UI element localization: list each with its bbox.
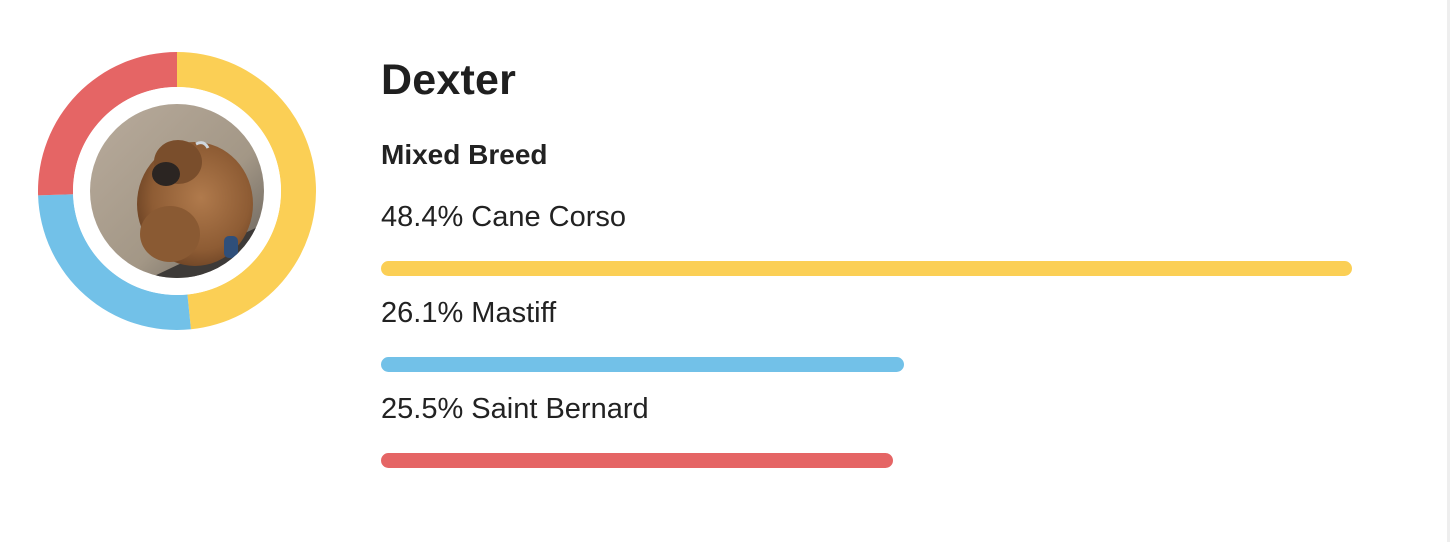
breed-row-saint-bernard: 25.5% Saint Bernard: [381, 391, 1371, 468]
breed-label: 26.1% Mastiff: [381, 297, 557, 329]
dog-photo: [90, 104, 264, 278]
breed-donut-chart: [38, 52, 316, 330]
breed-row-cane-corso: 48.4% Cane Corso: [381, 199, 1371, 276]
donut-slice-mastiff: [38, 194, 191, 330]
breed-bar-saint-bernard: [381, 453, 893, 468]
donut-slice-saint-bernard: [38, 52, 177, 196]
breed-label: 25.5% Saint Bernard: [381, 393, 649, 425]
breed-bar-cane-corso: [381, 261, 1352, 276]
breed-type: Mixed Breed: [381, 139, 548, 170]
breed-bar-mastiff: [381, 357, 904, 372]
card-edge-divider: [1447, 0, 1450, 542]
breed-label: 48.4% Cane Corso: [381, 201, 627, 233]
dog-name: Dexter: [381, 56, 517, 104]
donut-slice-cane-corso: [177, 52, 316, 330]
breed-row-mastiff: 26.1% Mastiff: [381, 295, 1371, 372]
dog-photo-image: [90, 104, 264, 278]
